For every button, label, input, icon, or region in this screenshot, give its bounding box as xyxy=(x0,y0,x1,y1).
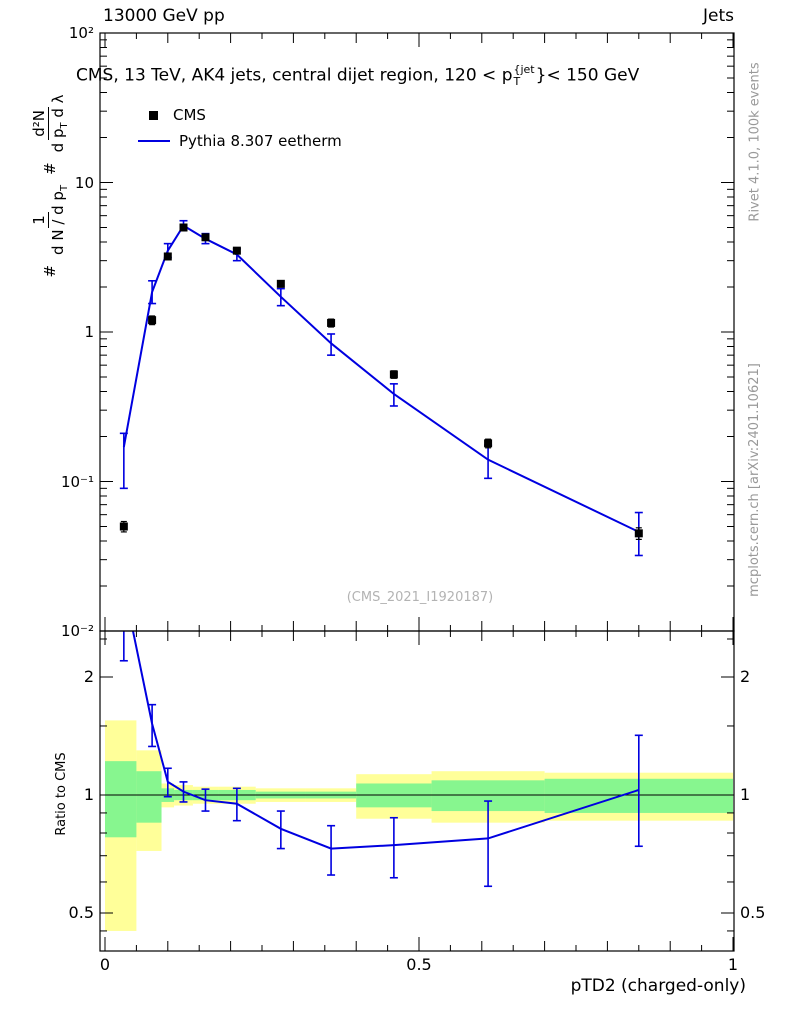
ratio-y-tick-label-left: 2 xyxy=(83,666,94,686)
axis-ticks xyxy=(100,32,734,951)
cms-square-marker-icon xyxy=(149,110,158,120)
ratio-y-tick-label-left: 0.5 xyxy=(68,903,94,922)
analysis-id-watermark: (CMS_2021_I1920187) xyxy=(346,590,494,605)
rivet-version-note: Rivet 4.1.0, 100k events xyxy=(747,62,763,222)
y-label-fraction-2: d²N d pT d λ xyxy=(29,94,70,153)
plot-title: CMS, 13 TeV, AK4 jets, central dijet reg… xyxy=(76,64,639,87)
main-y-tick-label: 10⁻¹ xyxy=(60,472,94,491)
main-y-tick-label: 1 xyxy=(84,323,94,341)
ratio-y-axis-label: Ratio to CMS xyxy=(54,752,69,836)
ratio-y-tick-label-right: 0.5 xyxy=(740,903,766,922)
x-tick-label: 0.5 xyxy=(406,955,432,974)
y-label-fraction-1: 1 d N / d pT xyxy=(29,184,70,255)
legend-item-pythia: Pythia 8.307 eetherm xyxy=(138,128,342,154)
legend-label-pythia: Pythia 8.307 eetherm xyxy=(179,132,342,150)
x-tick-label: 1 xyxy=(727,955,739,974)
ratio-curve xyxy=(119,631,643,888)
main-y-tick-label: 10⁻² xyxy=(60,622,94,640)
cms-data-points xyxy=(119,223,643,540)
ratio-y-tick-label-right: 1 xyxy=(740,785,751,804)
x-axis-label: pTD2 (charged-only) xyxy=(570,976,746,996)
legend-label-cms: CMS xyxy=(173,106,206,124)
pt-jet-sup: {jet xyxy=(513,63,535,76)
mcplots-reference-note: mcplots.cern.ch [arXiv:2401.10621] xyxy=(747,363,762,597)
analysis-group-label: Jets xyxy=(703,6,734,26)
hash-symbol: # xyxy=(41,162,59,175)
main-y-axis-label: # 1 d N / d pT # d²N d pT d λ xyxy=(24,31,76,341)
ratio-panel-frame xyxy=(99,630,735,952)
ratio-y-tick-label-right: 2 xyxy=(740,666,751,686)
hash-symbol: # xyxy=(41,264,59,278)
legend-item-cms: CMS xyxy=(138,102,342,128)
plot-title-text2: }< 150 GeV xyxy=(535,65,640,86)
main-y-tick-label: 10² xyxy=(68,24,94,42)
plot-title-text: CMS, 13 TeV, AK4 jets, central dijet reg… xyxy=(76,65,513,86)
main-y-tick-label: 10 xyxy=(74,173,94,192)
x-tick-label: 0 xyxy=(99,955,111,974)
pythia-line-icon xyxy=(138,140,170,142)
pythia-curve xyxy=(119,219,643,557)
ratio-y-tick-label-left: 1 xyxy=(83,785,94,804)
legend: CMS Pythia 8.307 eetherm xyxy=(138,102,342,154)
pt-jet-script: {jet T xyxy=(513,64,534,87)
beam-energy-label: 13000 GeV pp xyxy=(103,6,225,26)
pt-jet-sub: T xyxy=(513,74,521,88)
